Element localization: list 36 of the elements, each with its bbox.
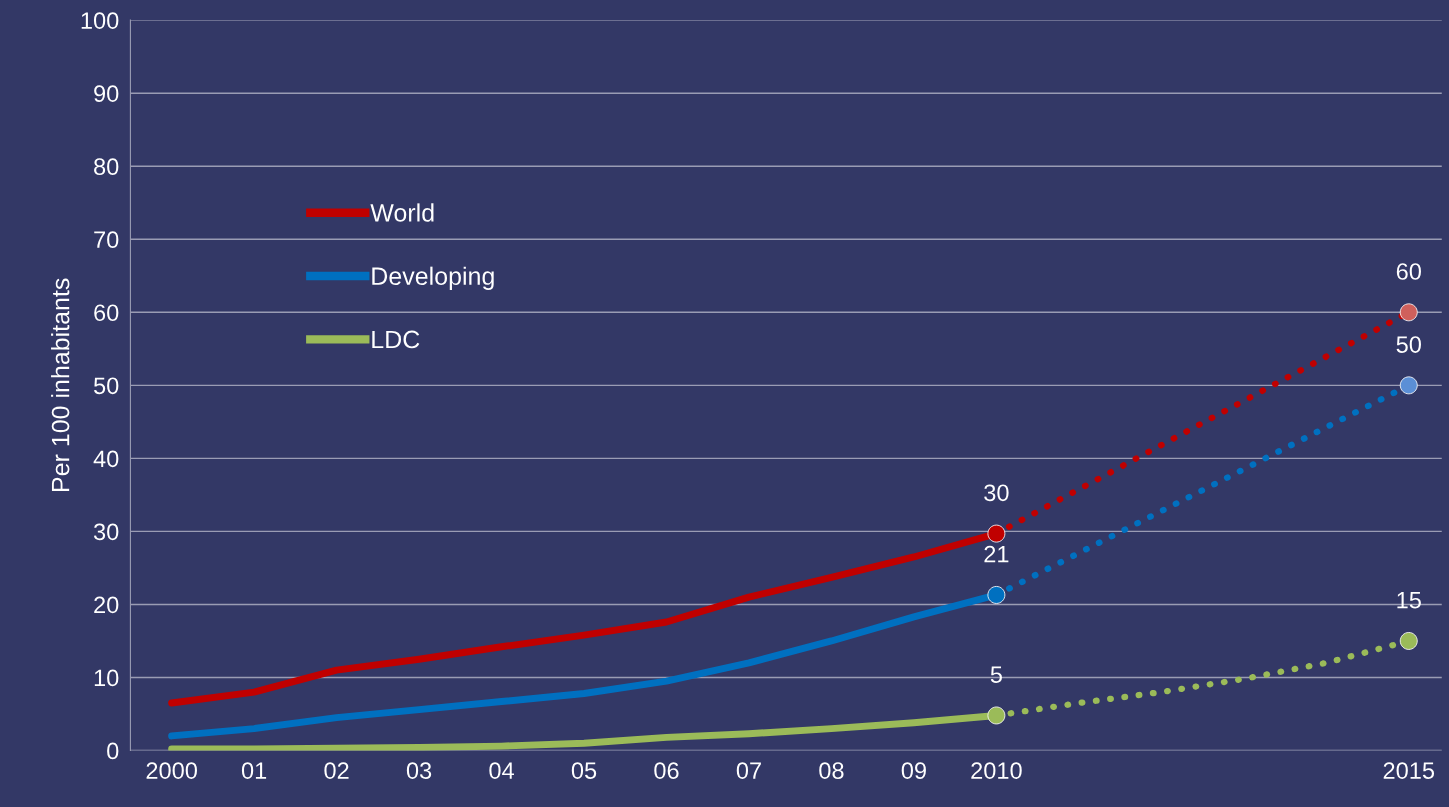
legend-label: LDC (372, 330, 420, 349)
y-tick-label: 0 (107, 742, 119, 760)
y-tick-label: 70 (94, 231, 119, 249)
legend-label: Developing (372, 266, 494, 290)
y-tick-label: 50 (93, 377, 119, 395)
data-label: 21 (984, 545, 1009, 563)
data-label: 5 (990, 666, 1002, 684)
y-tick-label: 60 (94, 304, 119, 322)
x-tick-label: 09 (901, 762, 926, 779)
x-tick-label: 2015 (1383, 762, 1435, 779)
x-tick-label: 07 (736, 762, 761, 779)
y-tick-label: 90 (94, 85, 119, 102)
x-tick-label: 05 (571, 762, 597, 779)
y-tick-label: 10 (94, 669, 119, 687)
x-tick-label: 04 (489, 762, 514, 779)
y-tick-label: 80 (94, 158, 119, 176)
y-tick-label: 30 (93, 523, 119, 541)
point (1399, 376, 1418, 395)
x-tick-label: 06 (654, 762, 679, 779)
data-label: 15 (1397, 592, 1421, 609)
data-label: 50 (1396, 336, 1421, 353)
y-tick-label: 20 (94, 596, 119, 614)
y-tick-label: 100 (81, 12, 119, 29)
x-tick-label: 01 (241, 762, 267, 779)
y-axis-title: Per 100 inhabitants (51, 278, 70, 491)
x-tick-label: 2010 (971, 762, 1022, 779)
y-tick-label: 40 (93, 450, 119, 468)
x-tick-label: 03 (406, 762, 432, 779)
point (987, 706, 1006, 725)
legend-label: World (370, 203, 434, 222)
x-tick-label: 08 (819, 762, 844, 779)
x-tick-label: 2000 (146, 762, 197, 779)
x-tick-label: 02 (324, 762, 349, 779)
data-label: 30 (984, 484, 1009, 502)
point (987, 524, 1006, 543)
data-label: 60 (1396, 263, 1421, 280)
